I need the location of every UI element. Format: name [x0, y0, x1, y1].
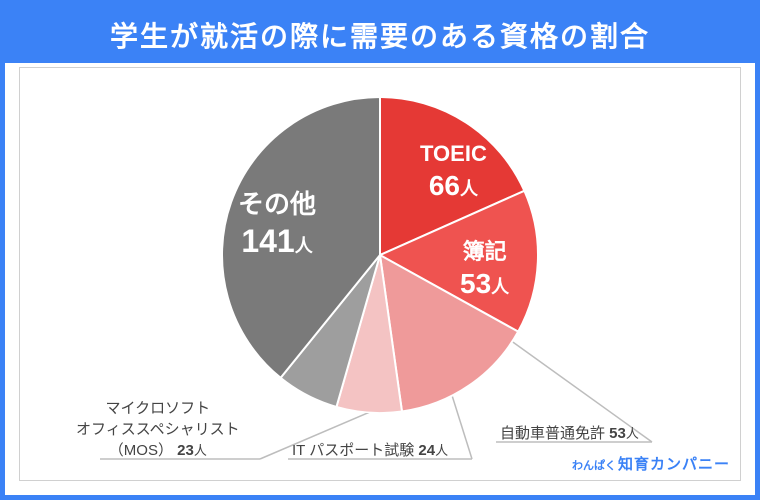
chart-panel: わんぱく知育カンパニー TOEIC66人簿記53人その他141人自動車普通免許 …	[19, 67, 741, 481]
callout-label: 自動車普通免許 53人	[500, 423, 639, 444]
callout-label: マイクロソフトオフィススペシャリスト（MOS） 23人	[76, 398, 240, 461]
page-title: 学生が就活の際に需要のある資格の割合	[5, 15, 755, 55]
brand-logo: わんぱく知育カンパニー	[572, 453, 730, 474]
callout-label: IT パスポート試験 24人	[292, 440, 448, 461]
pie-chart	[222, 97, 538, 413]
